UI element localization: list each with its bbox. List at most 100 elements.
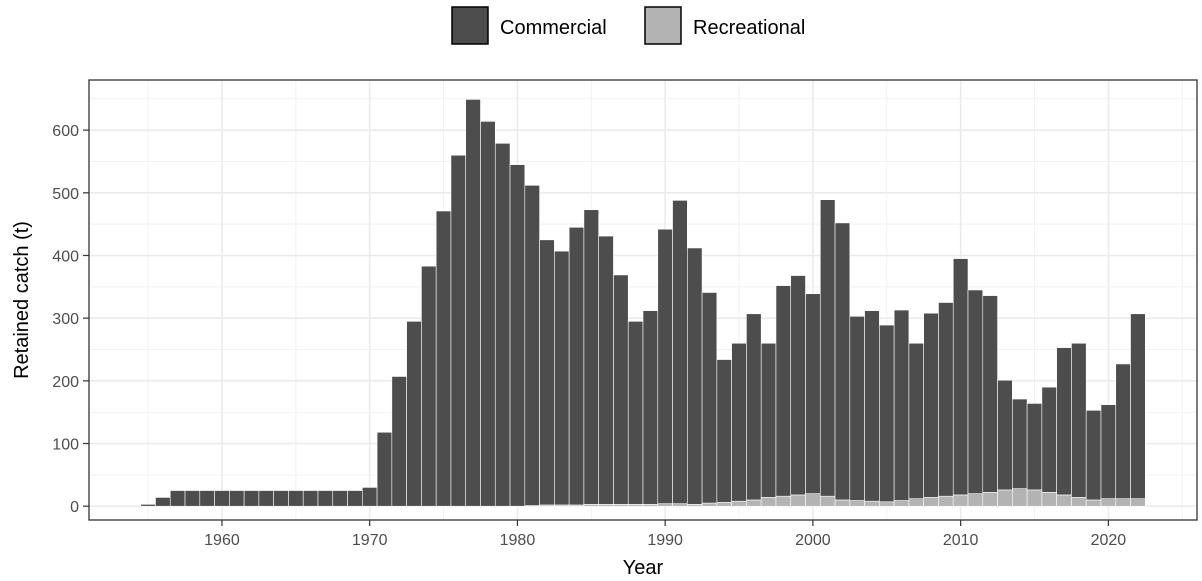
y-tick-label: 300 [52, 311, 79, 328]
bar-commercial [864, 310, 880, 502]
bar-recreational [790, 494, 806, 507]
bar-recreational [1085, 499, 1102, 507]
bar-commercial [746, 313, 762, 501]
bar-recreational [1115, 498, 1131, 507]
plot-panel-border [88, 79, 1198, 521]
bar-commercial [362, 487, 378, 507]
legend-label-recreational: Recreational [693, 17, 805, 39]
bar-recreational [849, 500, 865, 507]
bar-commercial [997, 379, 1013, 491]
bar-commercial [657, 228, 673, 505]
bar-recreational [746, 499, 762, 507]
bar-commercial [391, 376, 407, 507]
bar-commercial [243, 490, 260, 507]
x-tick-label: 2020 [1091, 532, 1127, 549]
bar-commercial [539, 239, 555, 506]
y-tick-label: 500 [52, 186, 79, 203]
bar-commercial [199, 490, 215, 507]
bar-commercial [568, 226, 585, 506]
y-tick-label: 0 [70, 499, 79, 516]
bar-recreational [982, 492, 998, 507]
x-axis-title: Year [623, 557, 664, 579]
bar-commercial [1026, 403, 1043, 491]
x-tick-label: 1960 [204, 532, 240, 549]
bar-recreational [908, 498, 924, 507]
bar-commercial [642, 310, 659, 505]
bar-recreational [834, 499, 851, 507]
legend-swatch-recreational [644, 6, 682, 45]
y-tick-label: 400 [52, 248, 79, 265]
bar-commercial [908, 342, 924, 499]
bar-commercial [421, 265, 437, 507]
bar-recreational [1012, 488, 1028, 507]
bar-commercial [1100, 404, 1117, 499]
bar-commercial [952, 258, 969, 496]
bar-recreational [805, 493, 821, 507]
bar-commercial [480, 121, 496, 507]
bar-commercial [509, 164, 526, 507]
y-tick-label: 100 [52, 437, 79, 454]
bar-commercial [923, 312, 939, 498]
legend: Commercial Recreational [451, 6, 805, 45]
bar-commercial [1012, 398, 1028, 489]
bar-recreational [997, 489, 1013, 507]
bar-commercial [1130, 313, 1146, 499]
bar-commercial [731, 342, 747, 502]
bar-recreational [967, 493, 984, 507]
bar-recreational [1041, 492, 1057, 507]
bar-commercial [450, 154, 467, 507]
bars [140, 99, 1146, 507]
bar-commercial [184, 490, 201, 507]
bar-commercial [701, 292, 718, 504]
bar-recreational [716, 502, 732, 507]
bar-commercial [893, 309, 910, 501]
bar-commercial [967, 289, 984, 494]
bar-commercial [583, 209, 599, 505]
bar-recreational [701, 502, 718, 507]
bar-commercial [760, 342, 777, 498]
bar-recreational [775, 495, 792, 507]
bar-commercial [879, 324, 895, 503]
bar-recreational [864, 500, 880, 507]
bar-recreational [952, 494, 969, 507]
x-tick-label: 1990 [647, 532, 683, 549]
bar-commercial [554, 250, 570, 506]
bar-commercial [140, 504, 156, 507]
bar-commercial [524, 184, 540, 506]
bar-recreational [731, 500, 747, 507]
legend-label-commercial: Commercial [500, 17, 607, 39]
bar-commercial [805, 293, 821, 494]
bar-commercial [435, 210, 452, 507]
bar-commercial [494, 143, 511, 507]
x-tick-label: 1970 [352, 532, 388, 549]
bar-recreational [819, 495, 836, 507]
bar-commercial [672, 200, 688, 505]
bar-recreational [1100, 498, 1117, 507]
bar-commercial [273, 490, 289, 507]
legend-swatch-commercial [451, 6, 489, 45]
bar-commercial [775, 285, 792, 497]
bar-commercial [982, 295, 998, 493]
y-tick-label: 600 [52, 123, 79, 140]
y-axis-title: Retained catch (t) [11, 221, 33, 379]
x-tick-label: 2000 [795, 532, 831, 549]
bar-recreational [1026, 489, 1043, 507]
bar-commercial [613, 274, 629, 505]
bar-commercial [1115, 363, 1131, 499]
bar-recreational [657, 503, 673, 507]
bar-commercial [1071, 342, 1087, 498]
bar-commercial [687, 247, 703, 505]
bar-commercial [332, 490, 348, 507]
bar-commercial [849, 315, 865, 501]
bar-commercial [790, 275, 806, 496]
bar-recreational [1130, 498, 1146, 507]
bar-commercial [214, 490, 230, 507]
bar-commercial [317, 490, 334, 507]
bar-commercial [347, 490, 363, 507]
bar-commercial [716, 359, 732, 503]
bar-commercial [1041, 386, 1057, 493]
y-tick-label: 200 [52, 374, 79, 391]
bar-commercial [1056, 347, 1072, 496]
bar-commercial [376, 431, 393, 507]
bar-commercial [938, 302, 954, 497]
